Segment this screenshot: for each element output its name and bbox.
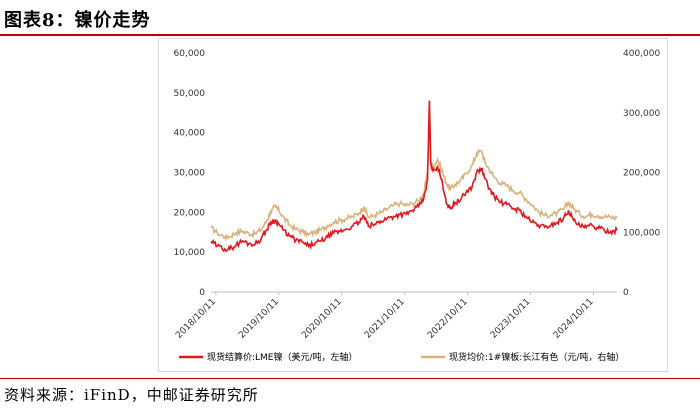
y-right-tick-label: 200,000 bbox=[623, 169, 660, 179]
y-left-tick-label: 10,000 bbox=[174, 248, 206, 258]
y-left-tick-label: 20,000 bbox=[174, 208, 206, 218]
y-left-tick-label: 50,000 bbox=[174, 89, 206, 99]
y-left-tick-label: 60,000 bbox=[174, 49, 206, 59]
x-tick-label: 2019/10/11 bbox=[237, 297, 281, 341]
legend-label-lme: 现货结算价:LME镍（美元/吨，左轴） bbox=[207, 351, 358, 363]
x-tick-label: 2022/10/11 bbox=[426, 297, 470, 341]
y-left-tick-label: 0 bbox=[199, 288, 205, 298]
x-tick-label: 2021/10/11 bbox=[363, 297, 407, 341]
source-divider bbox=[0, 378, 700, 379]
series-line-changjiang bbox=[210, 100, 618, 242]
y-right-tick-label: 400,000 bbox=[623, 49, 660, 59]
y-right-tick-label: 100,000 bbox=[623, 228, 660, 238]
source-note: 资料来源：iFinD，中邮证券研究所 bbox=[4, 386, 259, 404]
y-right-tick-label: 0 bbox=[623, 288, 629, 298]
page-title: 图表8：镍价走势 bbox=[4, 10, 151, 31]
legend-label-changjiang: 现货均价:1#镍板:长江有色（元/吨，右轴） bbox=[449, 351, 624, 363]
y-right-tick-label: 300,000 bbox=[623, 109, 660, 119]
y-left-tick-label: 40,000 bbox=[174, 129, 206, 139]
series-line-lme bbox=[210, 100, 618, 253]
x-tick-label: 2023/10/11 bbox=[489, 297, 533, 341]
chart-frame: 0 10,000 20,000 30,000 40,000 50,000 60,000 0 10… bbox=[158, 38, 668, 372]
x-tick-label: 2020/10/11 bbox=[300, 297, 344, 341]
x-tick-label: 2018/10/11 bbox=[174, 297, 218, 341]
x-tick-label: 2024/10/11 bbox=[552, 297, 596, 341]
title-bar: 图表8：镍价走势 bbox=[0, 0, 700, 36]
title-divider bbox=[0, 34, 700, 36]
nickel-price-chart: 0 10,000 20,000 30,000 40,000 50,000 60,000 0 10… bbox=[174, 49, 661, 363]
y-left-tick-label: 30,000 bbox=[174, 169, 206, 179]
